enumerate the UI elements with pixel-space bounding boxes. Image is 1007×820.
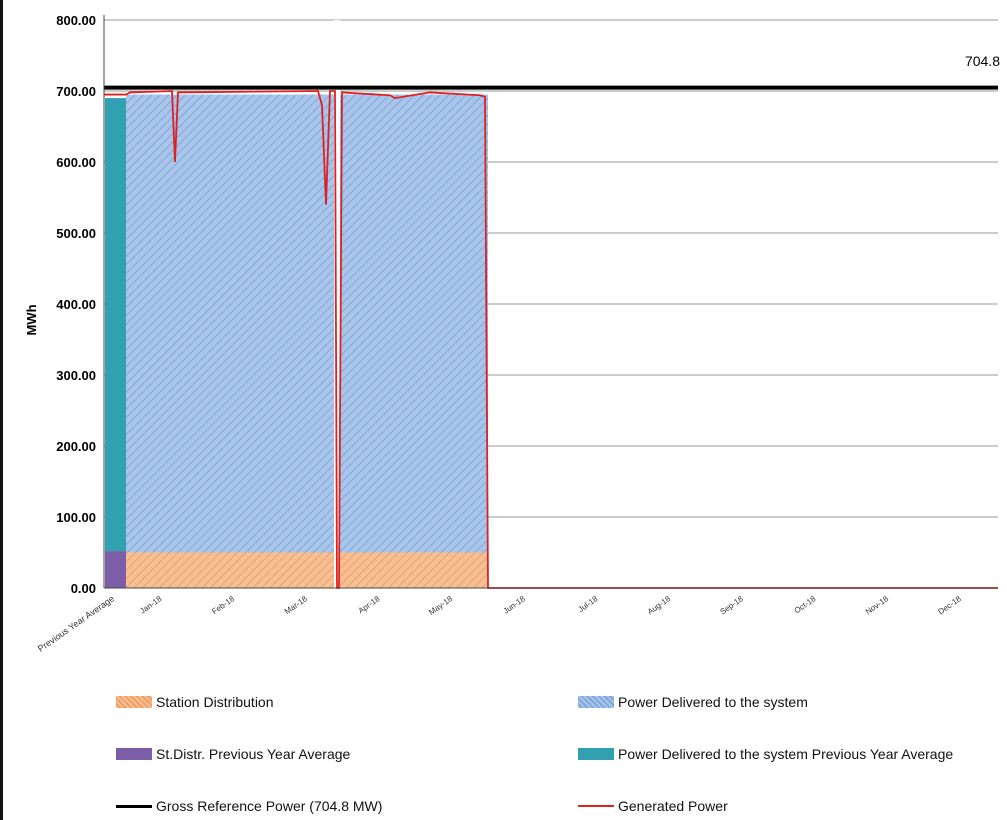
- y-tick-label: 0.00: [71, 581, 96, 596]
- legend-swatch: [578, 805, 614, 807]
- y-tick-label: 300.00: [56, 368, 96, 383]
- x-tick-label: Aug-18: [646, 594, 673, 616]
- x-tick-label: May-18: [427, 594, 454, 617]
- legend-swatch: [578, 696, 614, 708]
- legend-label: Station Distribution: [156, 694, 274, 710]
- y-tick-label: 400.00: [56, 297, 96, 312]
- x-tick-label: Oct-18: [793, 594, 818, 615]
- area-chart: 0.00 100.00 200.00 300.00 400.00 500.00 600.00…: [24, 13, 1000, 654]
- area-station-distribution: [126, 552, 488, 588]
- reference-value-label: 704.8: [965, 53, 1000, 69]
- legend-item-power-delivered-prev-avg: Power Delivered to the system Previous Y…: [578, 746, 953, 762]
- legend-label: Gross Reference Power (704.8 MW): [156, 798, 383, 814]
- x-tick-label: Jan-18: [138, 594, 164, 616]
- x-tick-label: Feb-18: [210, 594, 236, 616]
- area-power-delivered: [126, 94, 488, 553]
- line-series: [104, 85, 998, 589]
- legend-item-generated-power: Generated Power: [578, 798, 728, 814]
- bar-power-delivered-prev-avg: [105, 98, 126, 552]
- x-tick-label: Dec-18: [937, 594, 964, 616]
- window-border: [0, 0, 3, 820]
- legend-swatch: [578, 748, 614, 760]
- legend-label: St.Distr. Previous Year Average: [156, 746, 351, 762]
- y-tick-label: 100.00: [56, 510, 96, 525]
- outage-gap: [334, 20, 340, 588]
- line-generated-power: [104, 90, 998, 589]
- y-tick-label: 600.00: [56, 155, 96, 170]
- y-tick-label: 500.00: [56, 226, 96, 241]
- legend-swatch: [116, 804, 152, 808]
- y-tick-label: 700.00: [56, 84, 96, 99]
- y-tick-label: 200.00: [56, 439, 96, 454]
- x-tick-label: Jul-18: [576, 594, 599, 614]
- y-axis-label: MWh: [24, 304, 39, 335]
- bar-stdistr-prev-avg: [105, 551, 126, 588]
- legend-swatch: [116, 748, 152, 760]
- legend-item-station-distribution: Station Distribution: [116, 694, 274, 710]
- x-tick-label: Jun-18: [502, 594, 528, 616]
- legend-label: Power Delivered to the system: [618, 694, 808, 710]
- legend-item-stdistr-prev-avg: St.Distr. Previous Year Average: [116, 746, 350, 762]
- x-tick-label: Apr-18: [357, 594, 382, 615]
- x-tick-label: Sep-18: [719, 594, 746, 616]
- x-tick-label: Mar-18: [283, 594, 309, 616]
- x-tick-label: Nov-18: [864, 594, 891, 616]
- legend: Station Distribution Power Delivered to …: [0, 680, 1007, 820]
- legend-item-power-delivered: Power Delivered to the system: [578, 694, 808, 710]
- legend-label: Power Delivered to the system Previous Y…: [618, 746, 954, 762]
- x-tick-label: Previous Year Average: [36, 593, 116, 653]
- y-tick-label: 800.00: [56, 13, 96, 28]
- legend-swatch: [116, 696, 152, 708]
- legend-item-gross-reference: Gross Reference Power (704.8 MW): [116, 798, 382, 814]
- legend-label: Generated Power: [618, 798, 728, 814]
- area-series: [105, 20, 488, 588]
